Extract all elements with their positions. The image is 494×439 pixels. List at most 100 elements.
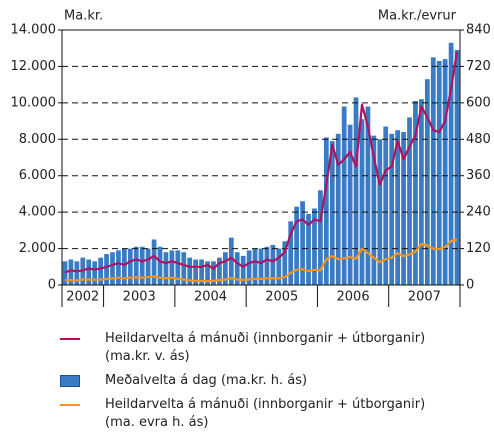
bar (407, 117, 412, 285)
bar (389, 133, 395, 285)
bar (341, 106, 347, 285)
y-tick-label: 10.000 (11, 95, 57, 110)
bar (234, 252, 240, 285)
bar (92, 261, 98, 285)
x-tick-label: 2006 (337, 290, 370, 305)
y-tick-label: 0 (48, 278, 56, 293)
bar (86, 259, 92, 285)
y-tick-label: 4.000 (19, 205, 56, 220)
legend-item: Heildarvelta á mánuði (innborganir + útb… (60, 396, 480, 432)
bar (222, 252, 228, 285)
bar (419, 99, 424, 285)
bar (276, 248, 282, 285)
bar (187, 257, 193, 285)
x-tick-label: 2007 (408, 290, 441, 305)
bar (133, 246, 139, 285)
bar (169, 250, 175, 285)
bar (145, 248, 151, 285)
bar (211, 261, 216, 285)
bar (430, 57, 436, 286)
line-series (64, 238, 458, 283)
legend-label: Heildarvelta á mánuði (innborganir + útb… (105, 397, 426, 430)
legend-item: Heildarvelta á mánuði (innborganir + útb… (60, 330, 480, 366)
bar (353, 97, 359, 286)
bar (68, 259, 74, 285)
y2-tick-label: 360 (466, 168, 491, 183)
y2-tick-label: 720 (466, 59, 491, 74)
bar (228, 237, 234, 285)
y2-axis-title: Ma.kr./evrur (378, 9, 457, 24)
bar (329, 141, 335, 285)
bar (377, 139, 383, 285)
legend-item: Meðalvelta á dag (ma.kr. h. ás) (60, 372, 480, 390)
bar (347, 124, 353, 285)
bar (359, 119, 365, 285)
bar (270, 244, 276, 285)
y2-tick-label: 240 (466, 205, 491, 220)
bar (282, 241, 288, 285)
line-series (64, 51, 459, 274)
legend-key (60, 375, 80, 387)
x-tick-label: 2004 (194, 290, 227, 305)
bar (448, 42, 454, 285)
y-tick-label: 2.000 (19, 241, 56, 256)
legend-key (60, 404, 80, 406)
bar (312, 208, 317, 285)
plot-frame (61, 29, 461, 286)
x-tick-label: 2005 (265, 290, 298, 305)
bar (288, 221, 294, 285)
bar (371, 135, 377, 285)
y2-tick-label: 600 (466, 95, 491, 110)
bar (306, 213, 311, 285)
y-tick-label: 14.000 (11, 23, 57, 38)
bar (395, 130, 401, 285)
bar (436, 60, 442, 285)
legend-key (60, 338, 80, 340)
bar (264, 246, 270, 285)
bar (401, 132, 406, 285)
bar (240, 255, 246, 285)
bar (246, 250, 252, 285)
y2-tick-label: 0 (466, 278, 474, 293)
bar (442, 59, 448, 286)
bar (413, 101, 418, 286)
bar (74, 261, 80, 285)
bar (258, 248, 264, 285)
bar (252, 248, 258, 285)
bar (193, 259, 199, 285)
bar (98, 257, 103, 285)
bar (199, 259, 204, 285)
y-tick-label: 6.000 (19, 168, 56, 183)
bar (318, 190, 323, 285)
legend: Heildarvelta á mánuði (innborganir + útb… (60, 330, 480, 438)
bar (424, 79, 430, 285)
bar (454, 50, 460, 286)
x-tick-label: 2002 (66, 290, 99, 305)
bar (163, 252, 169, 285)
y-axis-title: Ma.kr. (64, 9, 103, 24)
y2-tick-label: 120 (466, 241, 491, 256)
bar (205, 261, 210, 285)
chart: Ma.kr. Ma.kr./evrur 0 2.000 4.000 6.000 8.00… (11, 9, 491, 307)
bar (181, 252, 187, 285)
x-tick-label: 2003 (123, 290, 156, 305)
bar (116, 250, 121, 285)
y2-tick-label: 840 (466, 23, 491, 38)
bar (365, 106, 371, 285)
bar (110, 252, 115, 285)
bar (335, 133, 341, 285)
bar (139, 246, 145, 285)
bar (157, 246, 163, 285)
bar (127, 248, 133, 285)
bar (383, 126, 389, 286)
legend-label: Meðalvelta á dag (ma.kr. h. ás) (105, 373, 308, 388)
bar (217, 257, 222, 285)
bar (121, 248, 127, 285)
y-tick-label: 12.000 (11, 59, 57, 74)
bar (62, 261, 68, 285)
bar (151, 239, 157, 285)
bar (104, 254, 109, 285)
bar (175, 250, 181, 285)
legend-label: Heildarvelta á mánuði (innborganir + útb… (105, 331, 426, 364)
